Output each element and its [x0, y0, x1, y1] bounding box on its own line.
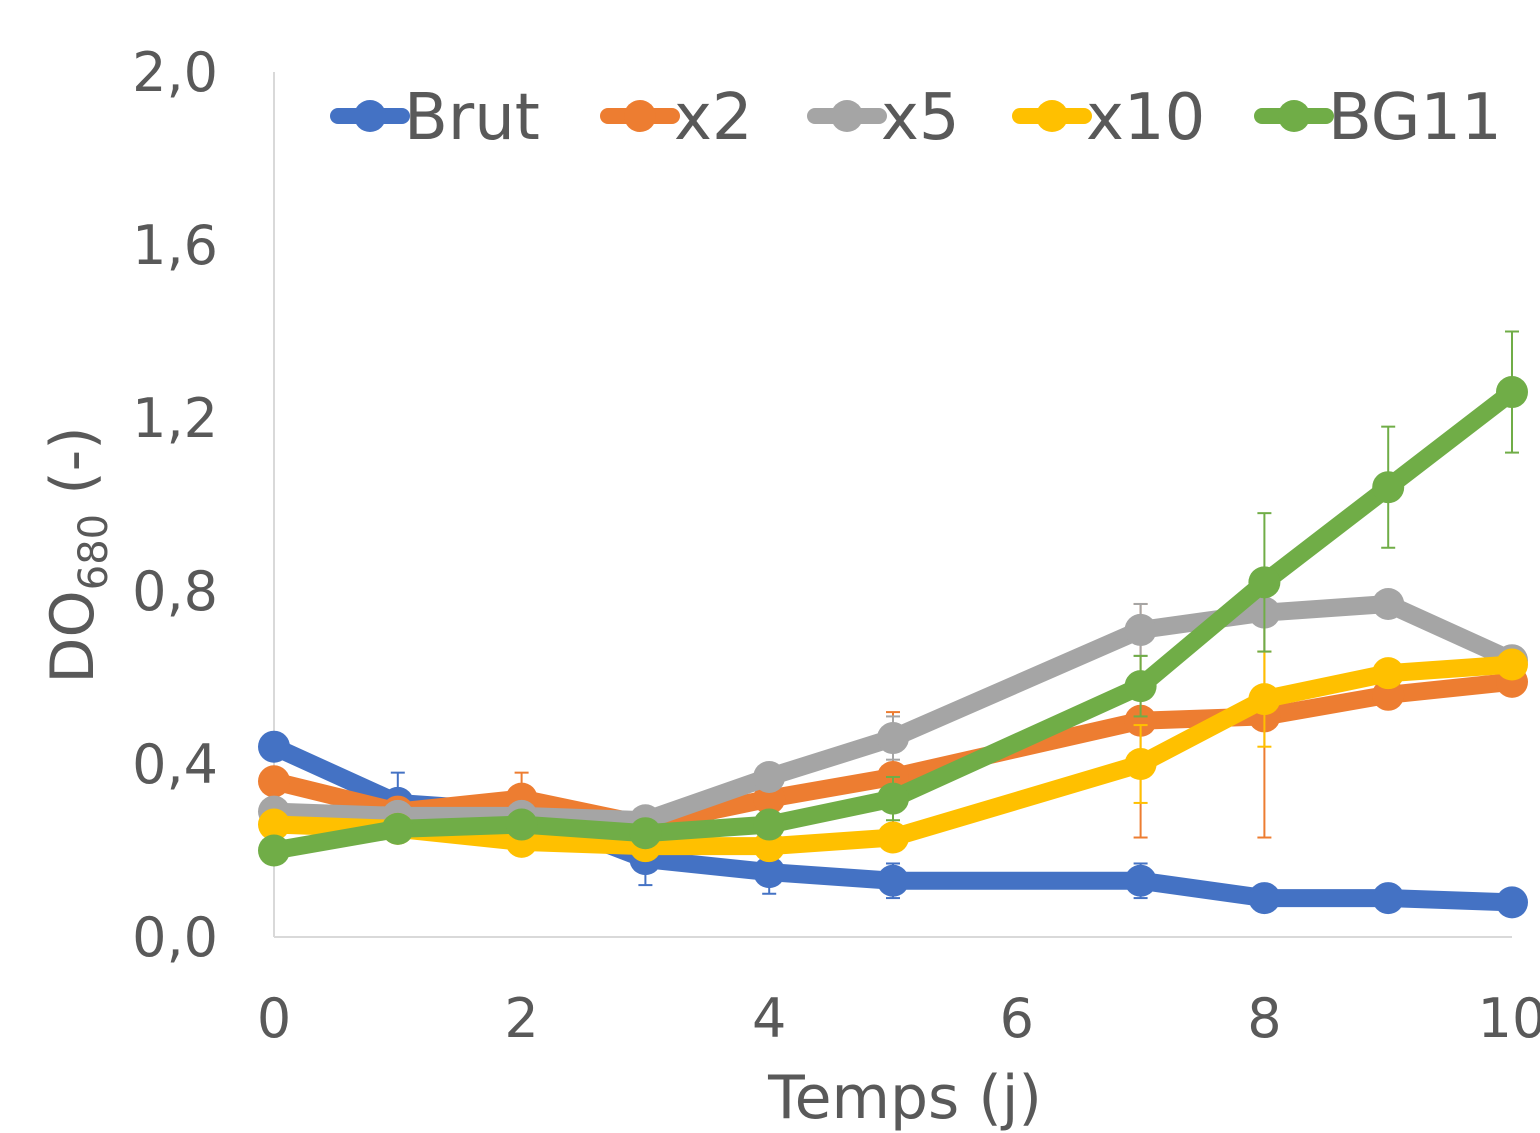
data-point — [258, 730, 290, 763]
data-point — [1496, 648, 1528, 681]
data-point — [258, 834, 290, 867]
y-tick-label: 2,0 — [132, 41, 218, 104]
data-point — [1372, 587, 1405, 620]
y-tick-label: 0,0 — [132, 906, 218, 969]
y-tick-label: 1,2 — [132, 387, 218, 450]
legend-marker — [1278, 100, 1310, 132]
legend-item-x10: x10 — [1012, 81, 1205, 155]
x-axis-title: Temps (j) — [767, 1063, 1042, 1133]
legend-marker — [1036, 100, 1068, 132]
legend-label: x10 — [1086, 81, 1205, 155]
legend-marker — [831, 100, 863, 132]
x-tick-labels: 0 2 4 6 8 10 — [257, 987, 1540, 1050]
data-point — [753, 856, 786, 889]
x-tick-label: 10 — [1478, 987, 1540, 1050]
y-tick-label: 0,8 — [132, 560, 218, 623]
data-point — [1124, 864, 1157, 897]
legend-label: Brut — [404, 81, 540, 155]
data-point — [1372, 882, 1405, 915]
legend-item-bg11: BG11 — [1254, 81, 1502, 155]
x-tick-label: 4 — [752, 987, 786, 1050]
data-point — [381, 812, 414, 845]
data-point — [1372, 657, 1405, 690]
data-point — [1124, 704, 1157, 737]
data-point — [258, 765, 290, 798]
data-point — [1496, 886, 1528, 919]
data-point — [877, 821, 909, 854]
y-axis-title-subscript: 680 — [71, 514, 117, 590]
x-tick-label: 2 — [504, 987, 538, 1050]
legend-label: x5 — [881, 81, 960, 155]
data-point — [1248, 683, 1281, 716]
legend: Brut x2 x5 x10 BG11 — [330, 81, 1502, 155]
data-point — [1496, 376, 1528, 409]
series-bg11 — [258, 330, 1528, 867]
x-tick-label: 8 — [1247, 987, 1281, 1050]
data-point — [753, 760, 786, 793]
y-tick-label: 1,6 — [132, 214, 218, 277]
x-tick-label: 0 — [257, 987, 291, 1050]
data-point — [1248, 566, 1281, 599]
y-tick-label: 0,4 — [132, 733, 218, 796]
series-line — [265, 383, 1521, 860]
data-point — [877, 722, 909, 755]
data-point — [877, 782, 909, 815]
y-axis-title: DO680 (-) — [38, 426, 117, 683]
legend-item-x5: x5 — [807, 81, 960, 155]
y-axis-title-suffix: (-) — [38, 426, 108, 514]
legend-label: x2 — [674, 81, 753, 155]
legend-marker — [624, 100, 656, 132]
data-point — [1124, 613, 1157, 646]
data-point — [1372, 471, 1405, 504]
legend-marker — [354, 100, 386, 132]
data-point — [629, 817, 662, 850]
legend-item-brut: Brut — [330, 81, 540, 155]
data-point — [1124, 748, 1157, 780]
y-tick-labels: 0,0 0,4 0,8 1,2 1,6 2,0 — [132, 41, 218, 969]
x-tick-label: 6 — [1000, 987, 1034, 1050]
series-line — [265, 672, 1521, 834]
series-line — [265, 594, 1521, 830]
data-point — [1248, 882, 1281, 915]
legend-label: BG11 — [1328, 81, 1502, 155]
data-point — [877, 864, 909, 897]
y-axis-title-main: DO — [38, 590, 108, 683]
data-point — [1124, 670, 1157, 703]
data-point — [753, 808, 786, 841]
plot-area — [258, 330, 1528, 919]
data-point — [258, 808, 290, 841]
legend-item-x2: x2 — [600, 81, 753, 155]
data-point — [505, 808, 538, 841]
